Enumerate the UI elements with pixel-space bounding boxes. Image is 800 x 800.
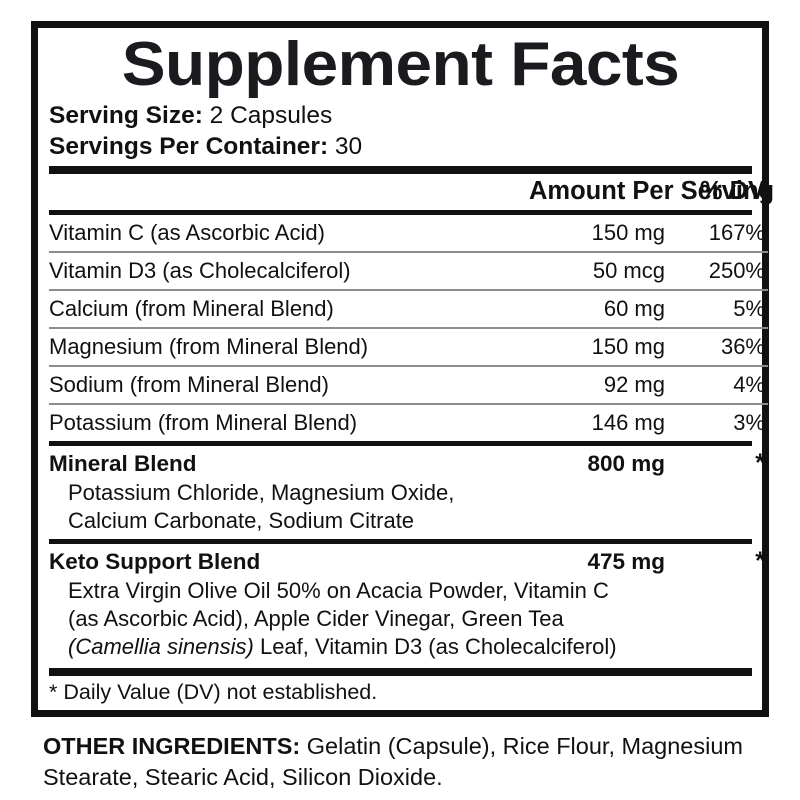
servings-per-container-value: 30: [334, 133, 363, 161]
other-ingredients-label: OTHER INGREDIENTS:: [43, 733, 301, 759]
blend-ingredients: Extra Virgin Olive Oil 50% on Acacia Pow…: [49, 576, 752, 661]
table-header-row: Amount Per Serving % DV: [49, 174, 775, 210]
supplement-facts-panel: Supplement Facts Serving Size: 2 Capsule…: [31, 21, 775, 717]
nutrient-dv: 167%: [708, 220, 765, 246]
blend-name: Mineral Blend: [49, 451, 197, 477]
table-row: Vitamin D3 (as Cholecalciferol) 50 mcg 2…: [49, 251, 768, 291]
blend-ingredient-line: (as Ascorbic Acid), Apple Cider Vinegar,…: [68, 606, 564, 632]
nutrient-name: Vitamin D3 (as Cholecalciferol): [49, 251, 529, 291]
table-row: Sodium (from Mineral Blend) 92 mg 4%: [49, 365, 768, 405]
servings-per-container-label: Servings Per Container:: [49, 133, 329, 161]
nutrient-amount: 92 mg: [529, 365, 665, 405]
botanical-name: (Camellia sinensis): [68, 633, 254, 659]
nutrition-header-table: Amount Per Serving % DV: [49, 174, 775, 210]
daily-value-footnote: * Daily Value (DV) not established.: [49, 679, 378, 704]
other-ingredients: OTHER INGREDIENTS: Gelatin (Capsule), Ri…: [43, 731, 769, 794]
nutrient-dv: 5%: [665, 289, 768, 329]
blend-amount: 800 mg: [587, 451, 665, 477]
blend-ingredient-line: Extra Virgin Olive Oil 50% on Acacia Pow…: [68, 578, 609, 604]
nutrient-table: Vitamin C (as Ascorbic Acid) 150 mg 167%…: [49, 215, 768, 442]
nutrient-name: Calcium (from Mineral Blend): [49, 289, 529, 329]
header-percent-dv: % DV: [699, 177, 765, 206]
blend-header-row: Mineral Blend 800 mg *: [49, 449, 765, 478]
nutrient-name: Magnesium (from Mineral Blend): [49, 327, 529, 367]
serving-size-value: 2 Capsules: [209, 102, 333, 129]
header-amount-per-serving: Amount Per Serving: [529, 177, 775, 206]
serving-size-line: Serving Size: 2 Capsules: [49, 100, 752, 131]
rule-above-keto-blend: [49, 539, 752, 545]
nutrient-amount: 150 mg: [529, 327, 665, 367]
blend-ingredient-line: Calcium Carbonate, Sodium Citrate: [68, 508, 415, 534]
page-title: Supplement Facts: [121, 30, 680, 99]
other-ingredients-value: Gelatin (Capsule), Rice Flour, Magnesium…: [43, 733, 743, 791]
nutrient-dv: 250%: [665, 251, 768, 291]
blend-dv-asterisk: *: [755, 449, 765, 478]
blend-header-row: Keto Support Blend 475 mg *: [49, 547, 765, 576]
nutrient-amount: 150 mg: [591, 220, 665, 246]
rule-above-header: [49, 166, 752, 175]
nutrient-dv: 4%: [665, 365, 768, 405]
nutrient-dv: 3%: [665, 403, 768, 442]
serving-size-label: Serving Size:: [49, 102, 203, 129]
blend-amount: 475 mg: [587, 549, 665, 575]
serving-info: Serving Size: 2 Capsules Servings Per Co…: [49, 100, 752, 162]
nutrient-amount: 60 mg: [529, 289, 665, 329]
rule-below-header: [49, 210, 752, 216]
rule-above-mineral-blend: [49, 441, 752, 447]
nutrient-amount: 50 mcg: [529, 251, 665, 291]
table-row: Potassium (from Mineral Blend) 146 mg 3%: [49, 403, 768, 442]
blend-name: Keto Support Blend: [49, 549, 261, 575]
blend-ingredient-line: Potassium Chloride, Magnesium Oxide,: [68, 480, 455, 506]
nutrient-name: Potassium (from Mineral Blend): [49, 403, 529, 442]
blend-ingredients: Potassium Chloride, Magnesium Oxide, Cal…: [49, 478, 752, 535]
blend-section-mineral: Mineral Blend 800 mg * Potassium Chlorid…: [49, 446, 765, 539]
nutrient-name: Sodium (from Mineral Blend): [49, 365, 529, 405]
nutrient-name: Vitamin C (as Ascorbic Acid): [49, 220, 325, 246]
blend-ingredient-tail: Leaf, Vitamin D3 (as Cholecalciferol): [253, 633, 617, 659]
rule-above-footnote: [49, 667, 752, 676]
blend-section-keto: Keto Support Blend 475 mg * Extra Virgin…: [49, 544, 765, 665]
table-row: Magnesium (from Mineral Blend) 150 mg 36…: [49, 327, 768, 367]
nutrient-dv: 36%: [665, 327, 768, 367]
header-name: [49, 174, 529, 210]
blend-ingredient-line: (Camellia sinensis) Leaf, Vitamin D3 (as…: [68, 633, 752, 661]
table-row: Vitamin C (as Ascorbic Acid) 150 mg 167%: [49, 215, 768, 252]
blend-dv-asterisk: *: [755, 547, 765, 576]
table-row: Calcium (from Mineral Blend) 60 mg 5%: [49, 289, 768, 329]
servings-per-container-line: Servings Per Container: 30: [49, 131, 752, 162]
nutrient-amount: 146 mg: [529, 403, 665, 442]
